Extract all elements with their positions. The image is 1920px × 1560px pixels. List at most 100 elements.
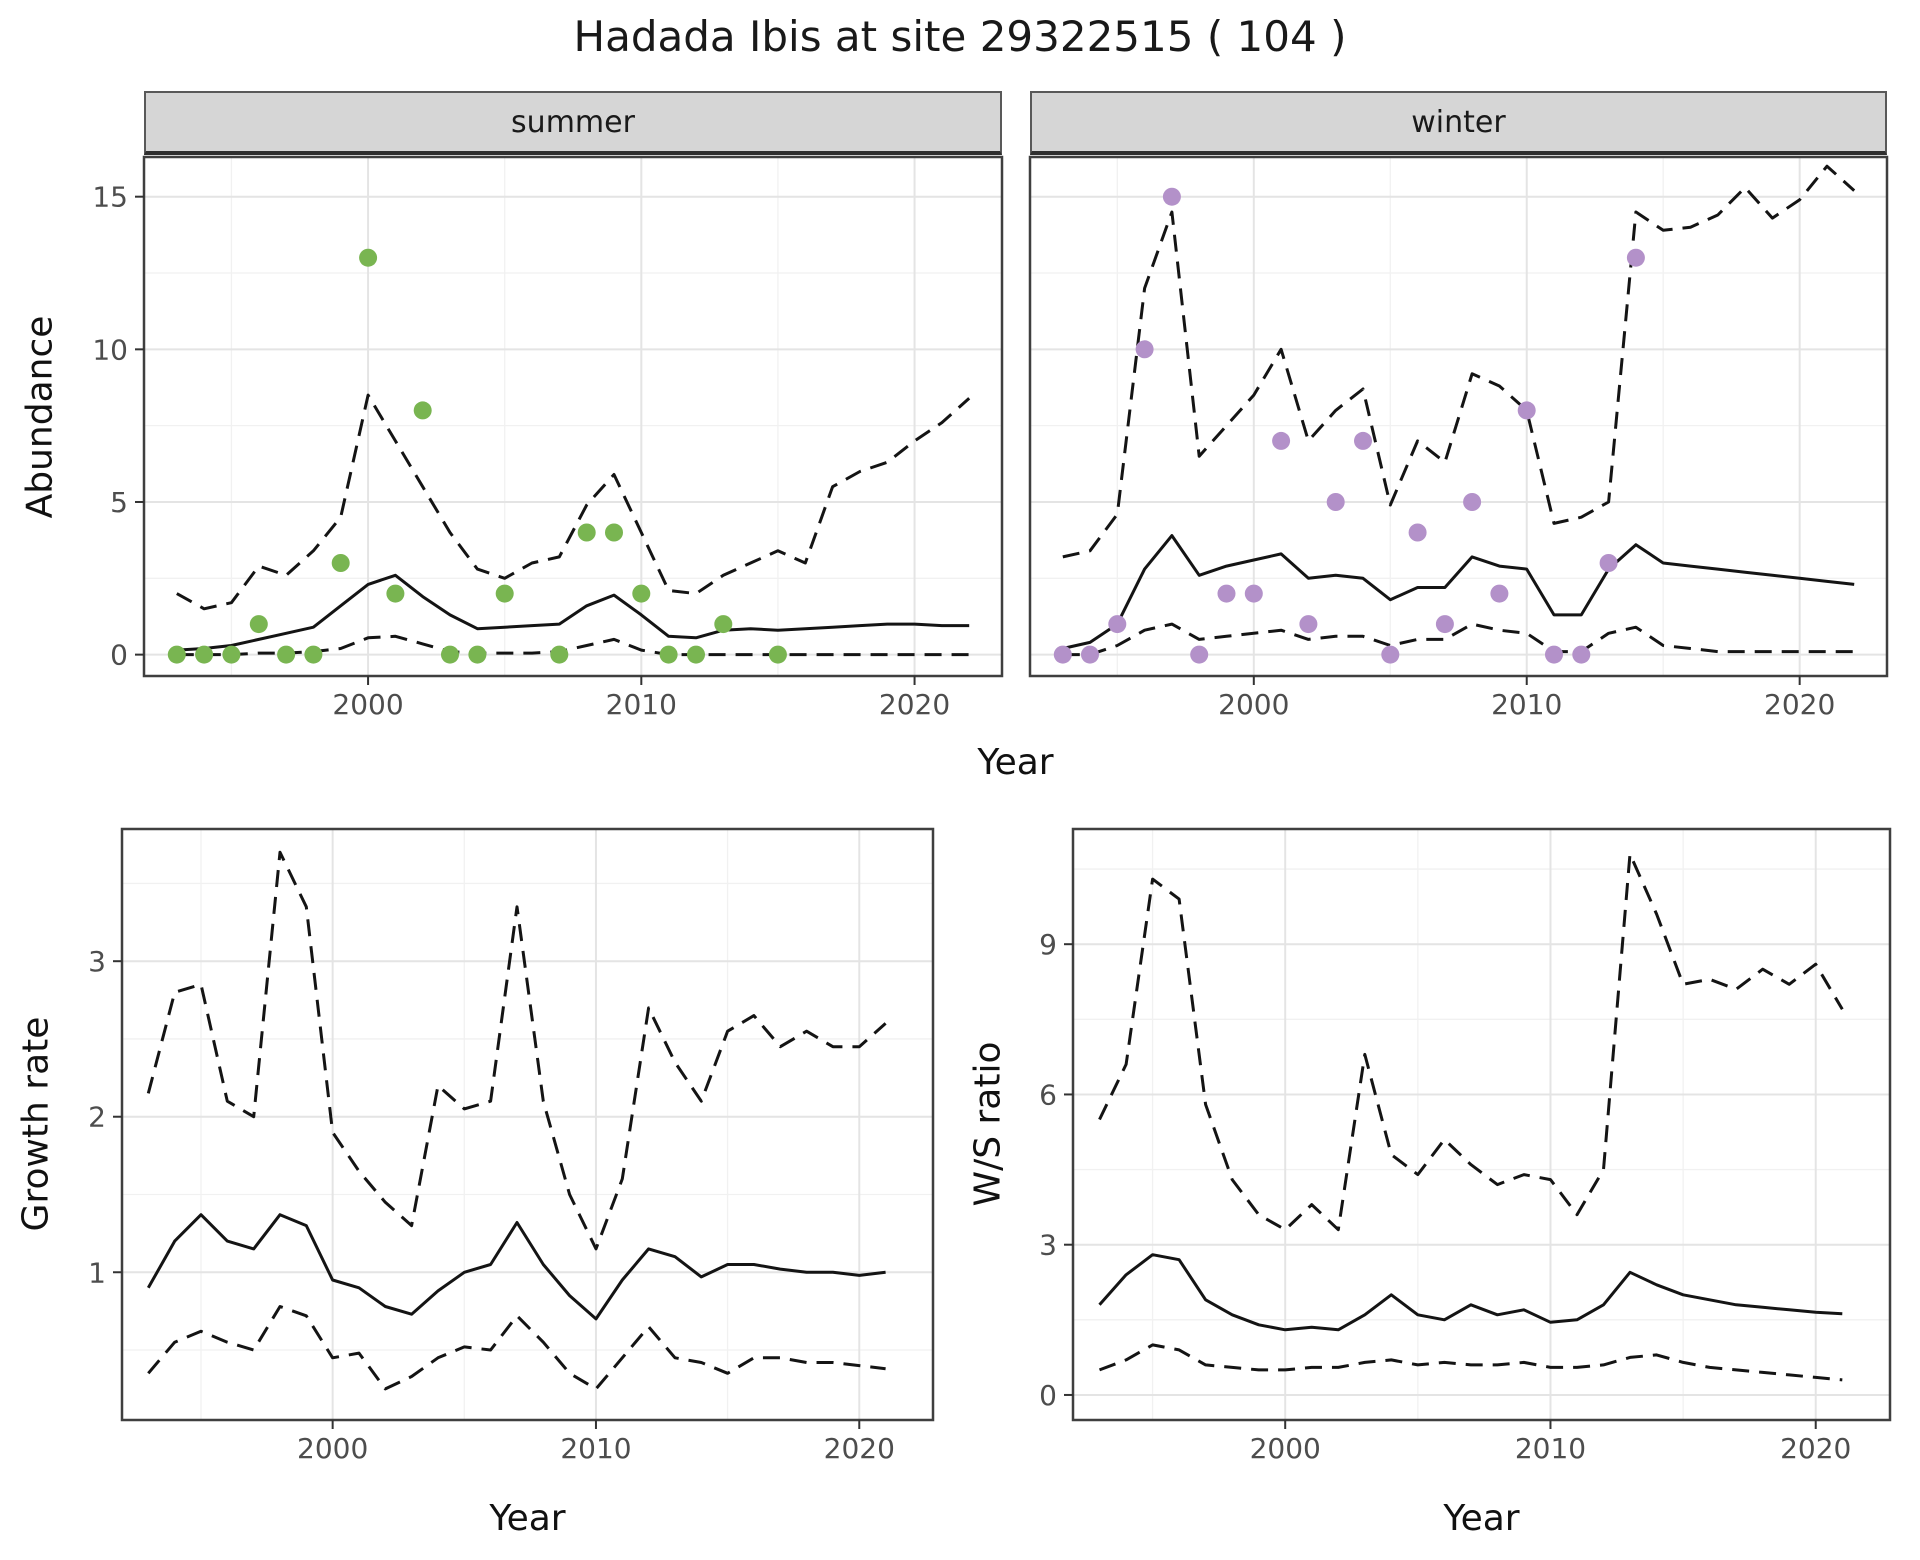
ws-ratio-panel: 2000 2010 2020 0 3 6 9 bbox=[1039, 827, 1892, 1465]
observed-counts-winter-point bbox=[1244, 584, 1263, 603]
observed-counts-summer-point bbox=[468, 645, 487, 664]
panel-background bbox=[144, 157, 1002, 676]
observed-counts-summer-point bbox=[249, 615, 268, 634]
median-fit-line bbox=[1062, 534, 1855, 650]
observed-counts-winter-point bbox=[1517, 401, 1536, 420]
panel-border bbox=[120, 827, 935, 1422]
y-axis-label-abundance: Abundance bbox=[19, 315, 61, 519]
summer-abundance-panel: 2000 2010 2020 0 5 10 15 bbox=[92, 155, 1004, 721]
observed-counts-winter-point bbox=[1408, 523, 1427, 542]
observed-counts-summer-point bbox=[659, 645, 678, 664]
y-axis-label-ws-ratio: W/S ratio bbox=[967, 1041, 1009, 1207]
observed-counts-winter-point bbox=[1572, 645, 1591, 664]
panel-border bbox=[1028, 155, 1889, 678]
x-axis-label-year-growth: Year bbox=[489, 1498, 566, 1539]
median-fit-line bbox=[1098, 1253, 1843, 1332]
facet-strip-winter: winter bbox=[1030, 91, 1887, 155]
panel-border bbox=[142, 155, 1004, 678]
observed-counts-summer-point bbox=[687, 645, 705, 664]
observed-counts-winter-point bbox=[1463, 493, 1482, 511]
observed-counts-winter-point bbox=[1135, 340, 1154, 359]
observed-counts-winter-point bbox=[1490, 584, 1509, 603]
observed-counts-summer-point bbox=[195, 645, 214, 664]
x-tick-label: 2020 bbox=[879, 688, 950, 721]
observed-counts-summer-point bbox=[495, 584, 514, 603]
observed-counts-summer-point bbox=[441, 645, 459, 664]
x-tick-label: 2010 bbox=[606, 688, 677, 721]
observed-counts-winter-point bbox=[1108, 615, 1127, 634]
x-axis-label-year-top: Year bbox=[977, 742, 1054, 783]
y-tick-label: 0 bbox=[1039, 1379, 1057, 1412]
observed-counts-summer-point bbox=[605, 523, 623, 542]
observed-counts-summer-point bbox=[386, 584, 405, 603]
observed-counts-summer-point bbox=[714, 615, 733, 634]
x-tick-label: 2020 bbox=[1780, 1432, 1851, 1465]
observed-counts-winter-point bbox=[1435, 615, 1454, 634]
observed-counts-winter-point bbox=[1545, 645, 1563, 664]
x-tick-label: 2000 bbox=[1218, 688, 1289, 721]
upper-ci-line bbox=[1062, 164, 1856, 559]
median-fit-line bbox=[176, 573, 970, 652]
y-tick-label: 3 bbox=[88, 945, 106, 978]
observed-counts-winter-point bbox=[1599, 554, 1618, 572]
panel-border bbox=[1071, 827, 1892, 1422]
observed-counts-winter-point bbox=[1326, 493, 1345, 511]
observed-counts-winter-point bbox=[1190, 645, 1209, 664]
y-tick-label: 0 bbox=[110, 639, 128, 672]
observed-counts-summer-point bbox=[550, 645, 569, 664]
panel-background bbox=[122, 829, 933, 1420]
lower-ci-line bbox=[1098, 1343, 1843, 1382]
upper-ci-line bbox=[1098, 852, 1844, 1232]
observed-counts-winter-point bbox=[1162, 187, 1181, 206]
observed-counts-winter-point bbox=[1299, 615, 1318, 634]
observed-counts-winter-point bbox=[1081, 645, 1099, 664]
observed-counts-winter-point bbox=[1354, 431, 1372, 450]
growth-rate-panel: 2000 2010 2020 1 2 3 bbox=[88, 827, 935, 1465]
observed-counts-summer-point bbox=[331, 554, 350, 572]
observed-counts-summer-point bbox=[359, 248, 378, 267]
x-tick-label: 2000 bbox=[332, 688, 403, 721]
observed-counts-summer-point bbox=[304, 645, 323, 664]
observed-counts-summer-point bbox=[413, 401, 432, 420]
chart-title: Hadada Ibis at site 29322515 ( 104 ) bbox=[573, 12, 1347, 61]
panel-background bbox=[1073, 829, 1890, 1420]
y-tick-label: 10 bbox=[92, 333, 128, 366]
median-fit-line bbox=[146, 1213, 886, 1321]
y-tick-label: 2 bbox=[88, 1101, 106, 1134]
facet-label-winter: winter bbox=[1411, 104, 1506, 140]
y-tick-label: 9 bbox=[1039, 928, 1057, 961]
observed-counts-summer-point bbox=[167, 645, 186, 664]
y-tick-label: 6 bbox=[1039, 1078, 1057, 1111]
observed-counts-summer-point bbox=[577, 523, 596, 542]
y-tick-label: 3 bbox=[1039, 1229, 1057, 1262]
upper-ci-line bbox=[176, 393, 971, 611]
y-tick-label: 15 bbox=[92, 181, 128, 214]
x-tick-label: 2020 bbox=[824, 1432, 895, 1465]
winter-abundance-panel: 2000 2010 2020 bbox=[1028, 155, 1889, 721]
x-tick-label: 2010 bbox=[1515, 1432, 1586, 1465]
observed-counts-winter-point bbox=[1053, 645, 1072, 664]
panel-background bbox=[1030, 157, 1887, 676]
y-tick-label: 5 bbox=[110, 486, 128, 519]
lower-ci-line bbox=[1062, 622, 1855, 657]
x-axis-label-year-ws: Year bbox=[1443, 1498, 1520, 1539]
observed-counts-summer-point bbox=[632, 584, 651, 603]
observed-counts-summer-point bbox=[277, 645, 296, 664]
x-tick-label: 2010 bbox=[560, 1432, 631, 1465]
y-tick-label: 1 bbox=[88, 1256, 106, 1289]
x-tick-label: 2010 bbox=[1491, 688, 1562, 721]
facet-label-summer: summer bbox=[511, 104, 635, 140]
x-tick-label: 2020 bbox=[1764, 688, 1835, 721]
observed-counts-winter-point bbox=[1217, 584, 1236, 603]
x-tick-label: 2000 bbox=[1250, 1432, 1321, 1465]
observed-counts-summer-point bbox=[768, 645, 787, 664]
observed-counts-winter-point bbox=[1381, 645, 1400, 664]
observed-counts-winter-point bbox=[1626, 248, 1645, 267]
observed-counts-winter-point bbox=[1272, 431, 1291, 450]
y-axis-label-growth-rate: Growth rate bbox=[15, 1016, 57, 1232]
facet-strip-summer: summer bbox=[144, 91, 1002, 155]
observed-counts-summer-point bbox=[222, 645, 241, 664]
x-tick-label: 2000 bbox=[297, 1432, 368, 1465]
upper-ci-line bbox=[146, 850, 887, 1251]
